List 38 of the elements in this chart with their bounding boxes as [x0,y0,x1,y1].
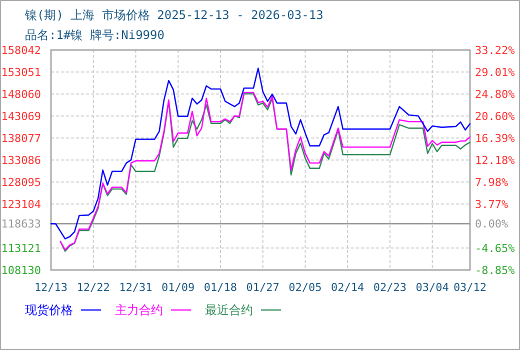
y2-tick-label: 29.01% [475,66,516,80]
legend-label: 最近合约 [205,303,253,317]
x-tick-label: 12/31 [119,281,152,294]
y-tick-label: 138077 [1,132,41,145]
y2-tick-label: -4.65% [475,242,516,256]
y-tick-label: 153051 [1,66,41,79]
x-tick-label: 12/13 [34,281,68,294]
y2-tick-label: 24.80% [475,88,516,102]
x-tick-label: 01/09 [162,281,195,294]
legend-label: 主力合约 [115,303,163,317]
y2-tick-label: 33.22% [475,44,516,57]
x-tick-label: 03/04 [416,281,450,294]
y-tick-label: 113121 [1,242,41,255]
x-tick-label: 01/27 [246,281,280,294]
y-tick-label: 133086 [1,154,41,167]
chart-title: 镍(期) 上海 市场价格 2025-12-13 - 2026-03-13 [24,8,324,22]
x-tick-label: 02/05 [288,281,322,294]
y2-tick-label: 12.18% [475,154,516,168]
chart-subtitle: 品名:1#镍 牌号:Ni9990 [25,28,164,42]
y-tick-label: 148060 [1,88,41,101]
x-tick-label: 12/22 [76,281,110,294]
x-tick-label: 02/23 [373,281,407,294]
x-tick-label: 01/18 [204,281,238,294]
y-tick-label: 128095 [1,176,41,189]
y-tick-label: 108130 [1,264,41,277]
y-tick-label: 158042 [1,44,41,57]
x-tick-label: 03/12 [453,281,487,294]
y2-tick-label: 20.60% [475,110,516,123]
y2-tick-label: 7.98% [475,176,508,189]
y2-tick-label: 0.00% [475,218,508,231]
y-tick-label: 118633 [1,218,41,231]
y2-tick-label: -8.85% [475,264,516,277]
y2-tick-label: 16.39% [475,132,516,146]
legend-label: 现货价格 [25,303,73,317]
y-tick-label: 123104 [1,198,42,211]
x-tick-label: 02/14 [331,281,365,294]
y-tick-label: 143069 [1,110,41,123]
y2-tick-label: 3.77% [475,198,508,212]
